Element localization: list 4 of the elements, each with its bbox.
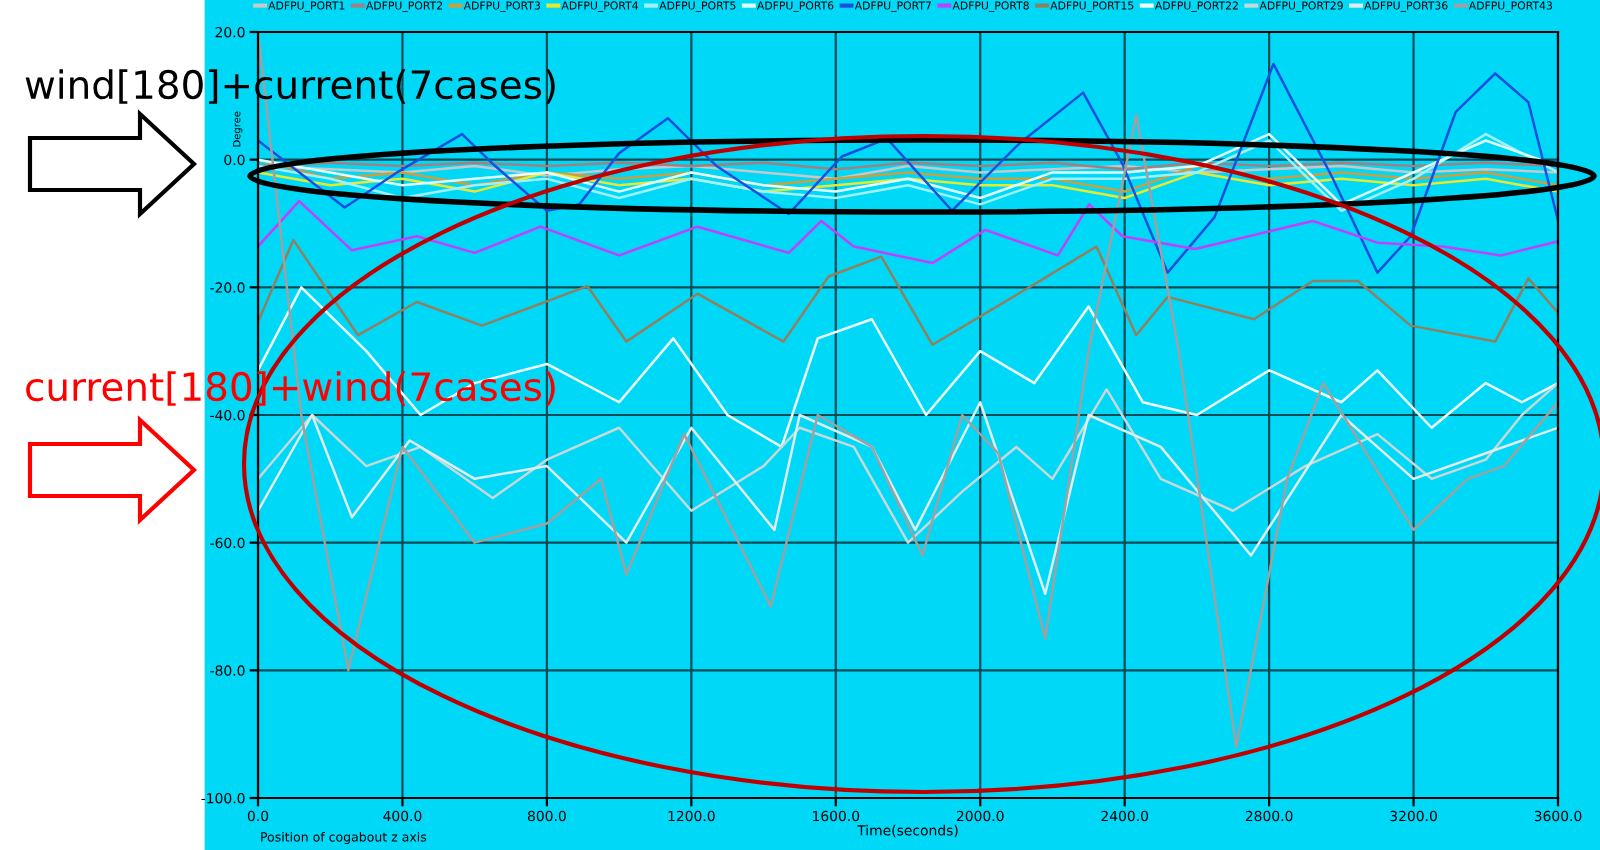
line-series [258, 199, 1558, 265]
line-series [258, 171, 1558, 200]
line-series [258, 238, 1558, 347]
line-series [258, 158, 1558, 193]
